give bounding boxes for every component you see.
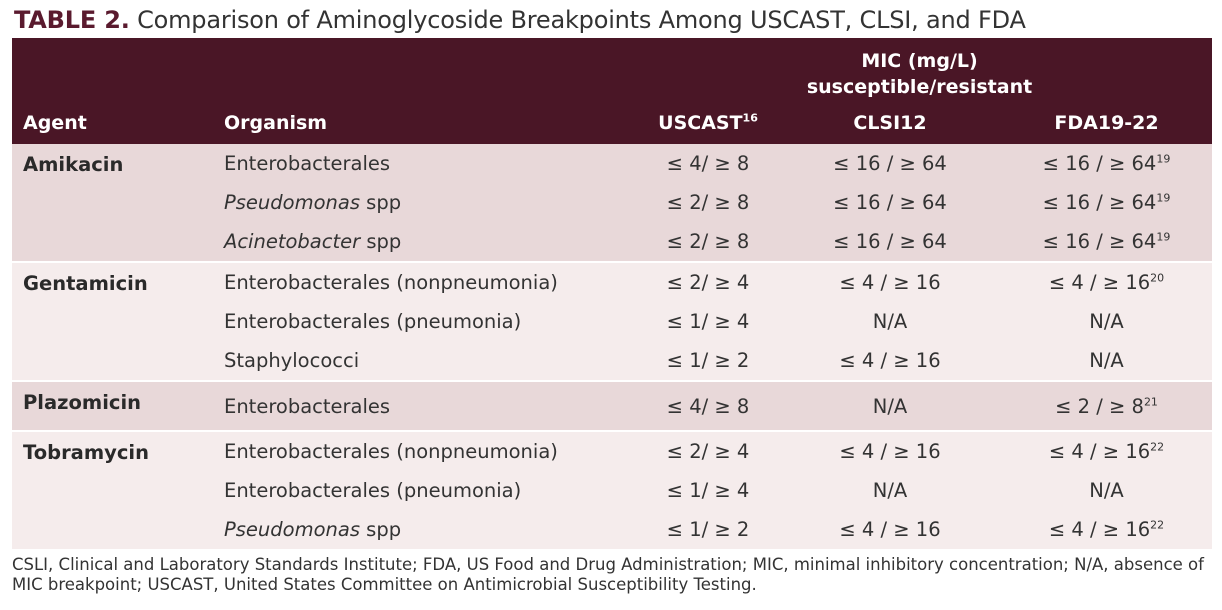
fda-cell: ≤ 4 / ≥ 1620 [1001, 261, 1213, 302]
header-empty-cell [12, 38, 213, 102]
organism-text: Enterobacterales [224, 394, 391, 418]
organism-cell: Enterobacterales (pneumonia) [213, 302, 587, 341]
table-row: Gentamicin Enterobacterales (nonpneumonia… [12, 261, 1213, 381]
clsi-cell: ≤ 4 / ≥ 16 [839, 349, 941, 372]
fda-value: ≤ 16 / ≥ 64 [1042, 230, 1157, 253]
header-row-mic: MIC (mg/L) susceptible/resistant [12, 38, 1213, 102]
fda-cell: ≤ 16 / ≥ 6419 [1001, 222, 1212, 262]
organism-text: Enterobacterales (pneumonia) [224, 479, 522, 502]
fda-reference: 22 [1150, 518, 1165, 532]
organism-text: Staphylococci [224, 349, 360, 372]
fda-cell: N/A [1001, 302, 1212, 341]
organism-text: Enterobacterales (nonpneumonia) [224, 271, 558, 294]
column-header-clsi: CLSI12 [853, 112, 927, 134]
fda-value: ≤ 4 / ≥ 16 [1048, 440, 1151, 463]
fda-cell: ≤ 4 / ≥ 1622 [1001, 510, 1212, 549]
header-empty-cell [213, 38, 587, 102]
organism-cell: Enterobacterales (nonpneumonia) [213, 261, 587, 302]
fda-value: ≤ 16 / ≥ 64 [1042, 152, 1157, 175]
column-header-agent: Agent [23, 112, 87, 134]
agent-cell: Plazomicin [12, 380, 213, 431]
table-title-text: Comparison of Aminoglycoside Breakpoints… [137, 6, 1026, 34]
uscast-cell: ≤ 1/ ≥ 2 [666, 349, 750, 372]
fda-value: N/A [1089, 479, 1124, 502]
clsi-cell: ≤ 4 / ≥ 16 [779, 261, 1001, 302]
table-footnote: CSLI, Clinical and Laboratory Standards … [12, 555, 1204, 594]
uscast-cell: ≤ 4/ ≥ 8 [587, 380, 779, 431]
organism-cell: Acinetobacter spp [213, 222, 587, 262]
fda-cell: ≤ 4 / ≥ 1622 [1001, 430, 1213, 471]
column-header-fda: FDA19-22 [1054, 112, 1159, 134]
clsi-cell: ≤ 16 / ≥ 64 [833, 152, 947, 175]
fda-cell: ≤ 2 / ≥ 821 [1001, 380, 1213, 431]
uscast-cell: ≤ 1/ ≥ 4 [666, 310, 750, 333]
fda-value: ≤ 16 / ≥ 64 [1042, 191, 1157, 214]
agent-cell: Tobramycin [12, 430, 213, 549]
table-row: Plazomicin Enterobacterales ≤ 4/ ≥ 8 N/A ≤ 2… [12, 380, 1213, 431]
column-header-organism: Organism [224, 112, 328, 134]
clsi-cell: ≤ 4 / ≥ 16 [779, 430, 1001, 471]
organism-cell: Staphylococci [213, 341, 587, 381]
organism-text: Enterobacterales (nonpneumonia) [224, 440, 558, 463]
fda-value: ≤ 4 / ≥ 16 [1048, 518, 1151, 541]
organism-cell: Pseudomonas spp [213, 510, 587, 549]
fda-reference: 19 [1156, 152, 1171, 166]
organism-text: spp [360, 230, 402, 253]
mic-header-line2: susceptible/resistant [806, 76, 1033, 98]
agent-cell: Gentamicin [12, 261, 213, 381]
organism-genus-italic: Pseudomonas [224, 191, 360, 214]
mic-group-header: MIC (mg/L) susceptible/resistant [587, 38, 1212, 102]
table-header: MIC (mg/L) susceptible/resistant Agent O… [12, 38, 1213, 144]
uscast-cell: ≤ 1/ ≥ 2 [666, 518, 750, 541]
organism-genus-italic: Acinetobacter [224, 230, 361, 253]
organism-text: Enterobacterales [224, 152, 391, 175]
uscast-header-ref: 16 [742, 111, 758, 125]
clsi-cell: N/A [779, 380, 1001, 431]
uscast-cell: ≤ 2/ ≥ 8 [666, 230, 750, 253]
clsi-cell: ≤ 16 / ≥ 64 [833, 230, 947, 253]
uscast-cell: ≤ 2/ ≥ 4 [587, 261, 779, 302]
mic-header-line1: MIC (mg/L) [861, 50, 978, 72]
fda-value: ≤ 2 / ≥ 8 [1055, 394, 1144, 418]
uscast-cell: ≤ 2/ ≥ 8 [666, 191, 750, 214]
uscast-cell: ≤ 1/ ≥ 4 [666, 479, 750, 502]
uscast-cell: ≤ 4/ ≥ 8 [666, 152, 750, 175]
organism-cell: Enterobacterales [213, 144, 587, 183]
fda-reference: 19 [1156, 191, 1171, 205]
fda-cell: N/A [1001, 341, 1212, 381]
agent-cell: Amikacin [23, 153, 124, 176]
organism-text: Enterobacterales (pneumonia) [224, 310, 522, 333]
uscast-header-text: USCAST [658, 112, 743, 134]
table-number-label: TABLE 2. [14, 6, 130, 34]
breakpoints-table: MIC (mg/L) susceptible/resistant Agent O… [12, 38, 1213, 549]
clsi-cell: N/A [872, 479, 908, 502]
fda-cell: ≤ 16 / ≥ 6419 [1001, 144, 1212, 183]
organism-cell: Enterobacterales (pneumonia) [213, 471, 587, 510]
clsi-cell: ≤ 16 / ≥ 64 [833, 191, 947, 214]
organism-cell: Pseudomonas spp [213, 183, 587, 222]
table-body: Amikacin Enterobacterales ≤ 4/ ≥ 8 ≤ 16 / ≥… [12, 144, 1213, 549]
organism-cell: Enterobacterales [213, 380, 587, 431]
table-row: Amikacin Enterobacterales ≤ 4/ ≥ 8 ≤ 16 / ≥… [12, 144, 1213, 183]
clsi-cell: ≤ 4 / ≥ 16 [839, 518, 941, 541]
table-title: TABLE 2. Comparison of Aminoglycoside Br… [14, 4, 1026, 36]
organism-text: spp [359, 518, 402, 541]
uscast-cell: ≤ 2/ ≥ 4 [587, 430, 779, 471]
fda-reference: 19 [1156, 230, 1171, 244]
organism-text: spp [359, 191, 402, 214]
fda-cell: N/A [1001, 471, 1212, 510]
column-header-uscast: USCAST16 [587, 102, 779, 144]
fda-value: N/A [1089, 349, 1124, 372]
organism-cell: Enterobacterales (nonpneumonia) [213, 430, 587, 471]
fda-reference: 21 [1143, 395, 1158, 408]
fda-value: N/A [1089, 310, 1124, 333]
organism-genus-italic: Pseudomonas [224, 518, 360, 541]
clsi-cell: N/A [872, 310, 908, 333]
header-row-columns: Agent Organism USCAST16 CLSI12 FDA19-22 [12, 102, 1213, 144]
fda-cell: ≤ 16 / ≥ 6419 [1001, 183, 1212, 222]
table-row: Tobramycin Enterobacterales (nonpneumonia… [12, 430, 1213, 549]
fda-reference: 22 [1150, 440, 1165, 454]
fda-reference: 20 [1150, 271, 1165, 285]
fda-value: ≤ 4 / ≥ 16 [1048, 271, 1151, 294]
